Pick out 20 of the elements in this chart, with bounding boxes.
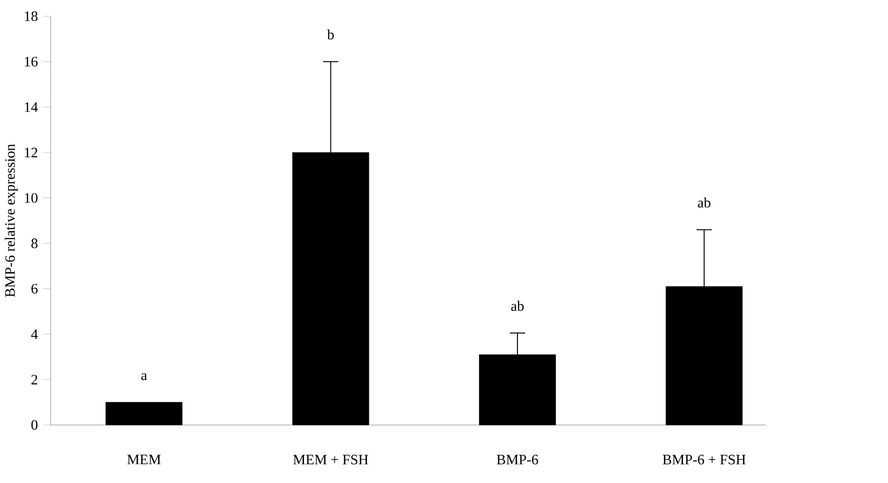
y-tick-label: 16 (24, 56, 38, 66)
x-tick-label: MEM + FSH (293, 454, 368, 464)
y-tick-label: 12 (24, 148, 38, 158)
annotation: a (141, 373, 147, 380)
y-tick-label: 6 (31, 284, 38, 294)
y-tick-label: 10 (24, 192, 38, 203)
y-tick-label: 2 (31, 374, 38, 384)
annotation: b (327, 29, 334, 40)
x-tick-label: BMP-6 + FSH (662, 454, 746, 464)
bar (106, 402, 182, 426)
y-tick-label: 4 (31, 329, 38, 339)
y-tick-label: 14 (24, 102, 38, 112)
y-tick-label: 8 (31, 238, 38, 248)
annotation: ab (511, 300, 524, 311)
x-tick-label: MEM (127, 454, 161, 464)
y-tick-label: 18 (24, 11, 38, 21)
x-tick-label: BMP-6 (496, 454, 538, 464)
y-tick-label: 0 (31, 420, 38, 430)
annotation: ab (698, 197, 710, 208)
y-axis-title: BMP-6 relative expression (4, 144, 18, 297)
